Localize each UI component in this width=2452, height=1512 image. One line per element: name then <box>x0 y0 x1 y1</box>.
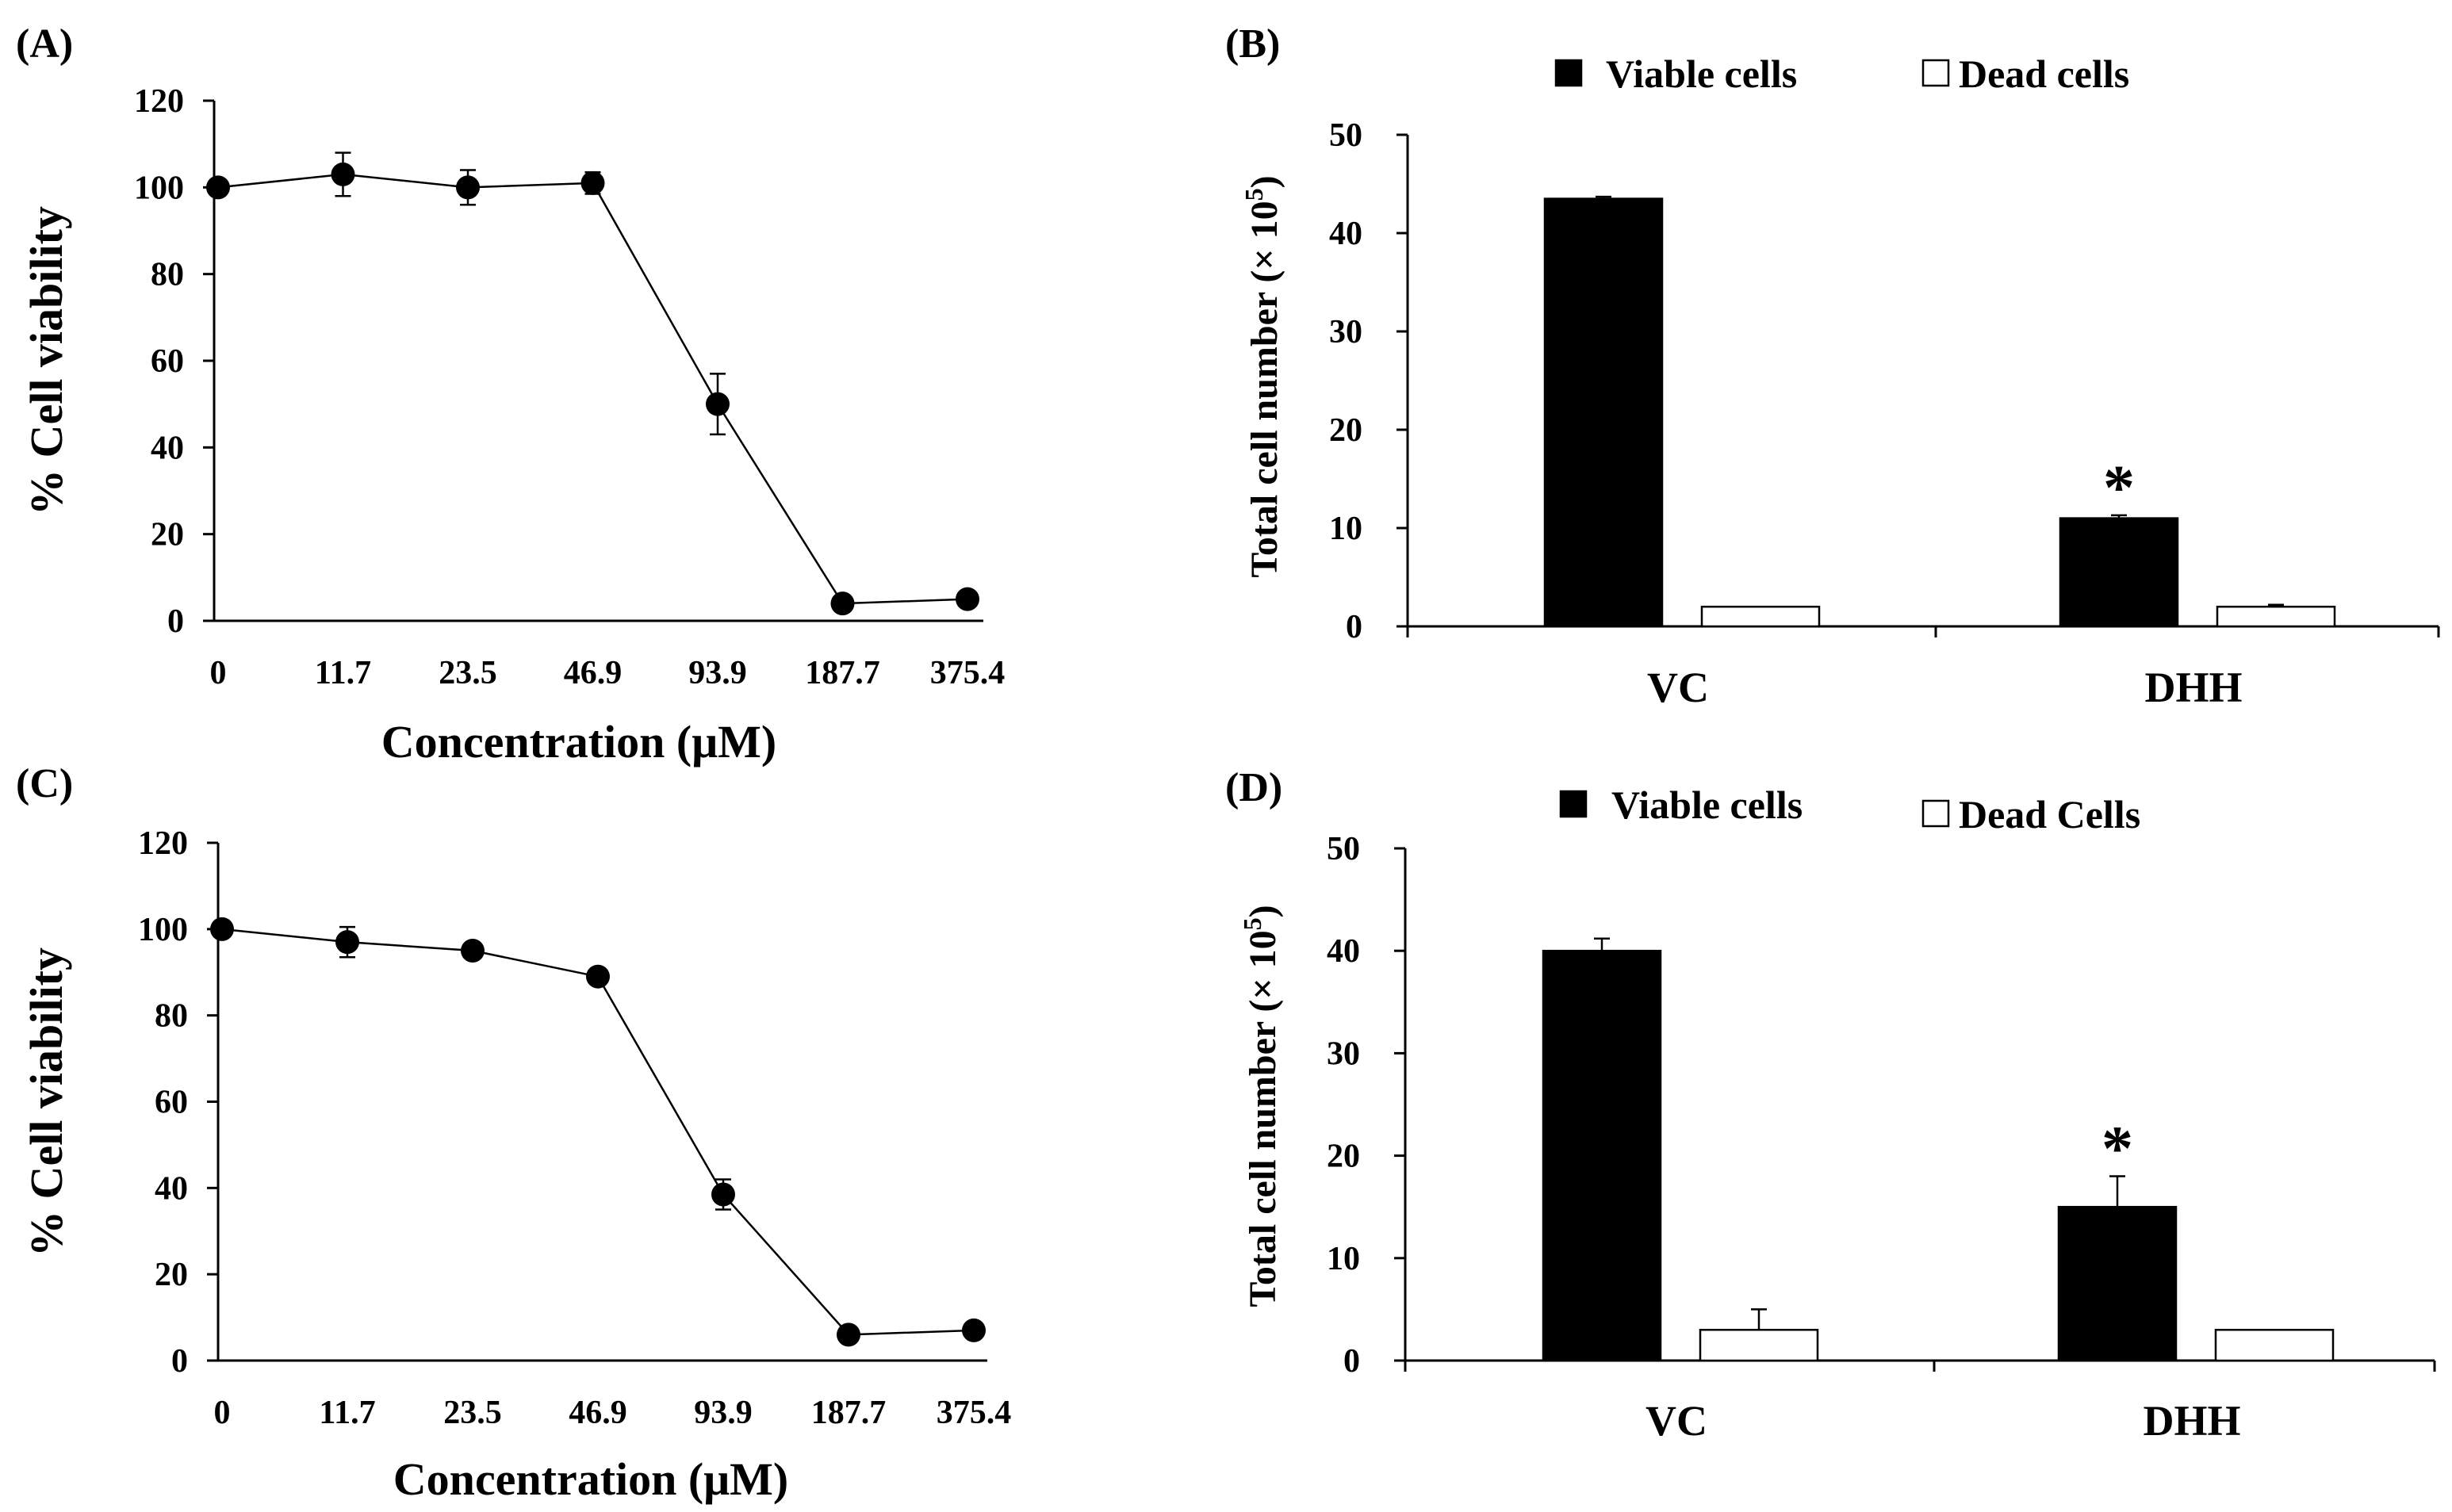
panel-c-label: (C) <box>16 761 73 806</box>
panel-a-x-tick-label: 11.7 <box>315 655 371 691</box>
panel-a-data-point <box>956 587 979 611</box>
panel-a-y-tick-label: 80 <box>151 257 184 293</box>
panel-c-x-tick-label: 187.7 <box>811 1395 887 1431</box>
panel-a-data-point <box>331 162 355 186</box>
panel-a-y-tick-label: 20 <box>151 517 184 553</box>
panel-a-data-point <box>206 175 230 200</box>
panel-d-bar-dead-vc <box>1699 1328 1819 1362</box>
panel-c-data-point <box>586 964 610 989</box>
panel-a-x-tick-label: 187.7 <box>805 655 880 691</box>
panel-c-x-tick-label: 11.7 <box>319 1395 375 1431</box>
panel-c-y-tick-label: 0 <box>171 1343 188 1380</box>
panel-a-x-tick-label: 46.9 <box>564 655 623 691</box>
panel-c-data-point <box>837 1323 860 1347</box>
panel-c-y-tick-label: 120 <box>138 825 188 862</box>
panel-a-y-tick-label: 60 <box>151 343 184 380</box>
panel-d-y-axis-title-exponent: 5 <box>1238 917 1266 930</box>
panel-c-y-tick-label: 40 <box>155 1170 188 1207</box>
panel-b-y-tick-label: 20 <box>1329 412 1362 449</box>
panel-c-data-point <box>711 1182 735 1207</box>
panel-b-y-tick-label: 0 <box>1346 609 1362 645</box>
panel-a-series-line <box>217 173 968 605</box>
panel-a-y-tick-label: 120 <box>134 83 184 120</box>
panel-b-legend-swatch-dead <box>1921 59 1950 87</box>
panel-c-x-tick-label: 93.9 <box>694 1395 753 1431</box>
panel-a-line-chart: (A) 0 20 40 60 80 100 120 0 11.7 23.5 46.9 93.9 187.7… <box>16 21 1005 767</box>
panel-d-bar-dead-dhh <box>2214 1328 2335 1362</box>
panel-b-label: (B) <box>1225 21 1280 67</box>
panel-d-y-tick-label: 20 <box>1327 1139 1360 1175</box>
panel-d-legend-label-dead: Dead Cells <box>1959 792 2140 836</box>
panel-c-line-chart: (C) 0 20 40 60 80 100 120 0 11.7 23.5 46.9 93.9 187.7… <box>16 761 1011 1505</box>
panel-b-bar-dead-dhh <box>2216 605 2336 628</box>
panel-b-y-axis-title-close: ) <box>1243 175 1285 188</box>
panel-b-category-label: DHH <box>2144 664 2242 711</box>
panel-c-y-axis-title: % Cell viability <box>21 947 72 1257</box>
panel-a-x-axis-title: Concentration (μM) <box>381 716 776 767</box>
panel-a-x-tick-label: 375.4 <box>930 655 1006 691</box>
panel-c-x-tick-label: 23.5 <box>443 1395 502 1431</box>
panel-a-y-tick-label: 0 <box>167 603 184 640</box>
panel-d-bar-chart: (D) 0 10 20 30 40 50 VC DHH * Viable cells Dead Cel… <box>1225 765 2436 1445</box>
panel-a-data-point <box>456 175 480 200</box>
panel-b-bar-viable-dhh <box>2059 517 2179 628</box>
panel-c-x-tick-label: 375.4 <box>937 1395 1012 1431</box>
panel-c-data-point <box>461 939 485 963</box>
panel-d-category-label: DHH <box>2143 1397 2240 1445</box>
panel-d-y-tick-label: 0 <box>1343 1343 1360 1380</box>
panel-b-bar-chart: (B) 0 10 20 30 40 50 VC DHH * Viable cells Dead cel… <box>1225 21 2440 711</box>
panel-a-x-tick-label: 93.9 <box>688 655 747 691</box>
panel-b-y-tick-label: 10 <box>1329 511 1362 547</box>
panel-d-legend-swatch-viable <box>1559 790 1588 818</box>
panel-d-legend-label-viable: Viable cells <box>1611 783 1803 827</box>
panel-b-legend-label-dead: Dead cells <box>1959 52 2129 96</box>
panel-d-y-tick-label: 30 <box>1327 1035 1360 1072</box>
panel-a-x-tick-label: 23.5 <box>439 655 497 691</box>
panel-d-bar-viable-dhh <box>2057 1205 2178 1362</box>
panel-d-y-tick-label: 50 <box>1327 831 1360 867</box>
panel-d-y-tick-label: 10 <box>1327 1241 1360 1277</box>
panel-c-x-tick-label: 46.9 <box>569 1395 627 1431</box>
panel-a-data-point <box>830 591 855 616</box>
panel-b-y-axis-title: Total cell number (× 105) <box>1239 175 1285 577</box>
panel-c-y-tick-label: 20 <box>155 1257 188 1293</box>
panel-a-data-point <box>706 392 730 416</box>
panel-c-x-tick-label: 0 <box>214 1395 231 1431</box>
panel-d-y-axis-title-close: ) <box>1242 905 1284 917</box>
panel-b-bar-dead-vc <box>1700 605 1821 628</box>
panel-d-significance-star: * <box>2101 1114 2133 1184</box>
panel-d-y-axis-title-main: Total cell number (× 10 <box>1242 930 1284 1307</box>
panel-a-y-tick-label: 100 <box>134 170 184 206</box>
panel-c-data-point <box>210 917 234 941</box>
panel-b-bar-viable-vc <box>1543 197 1664 628</box>
panel-b-y-tick-label: 40 <box>1329 216 1362 252</box>
panel-a-y-tick-label: 40 <box>151 430 184 466</box>
panel-d-label: (D) <box>1225 765 1282 810</box>
panel-b-legend-swatch-viable <box>1554 59 1583 87</box>
panel-c-x-axis-title: Concentration (μM) <box>393 1453 788 1505</box>
panel-a-x-tick-label: 0 <box>210 655 227 691</box>
panel-b-significance-star: * <box>2103 454 2135 523</box>
panel-b-y-axis-title-main: Total cell number (× 10 <box>1243 201 1285 577</box>
panel-d-y-axis-title: Total cell number (× 105) <box>1238 905 1284 1307</box>
panel-c-series-line <box>221 928 975 1336</box>
panel-d-y-tick-label: 40 <box>1327 933 1360 970</box>
panel-a-data-point <box>580 170 605 195</box>
panel-b-y-tick-label: 30 <box>1329 314 1362 350</box>
panel-a-y-axis-title: % Cell viability <box>21 206 72 515</box>
panel-d-legend-swatch-dead <box>1921 799 1950 828</box>
panel-b-legend-label-viable: Viable cells <box>1606 52 1797 96</box>
panel-c-y-tick-label: 60 <box>155 1085 188 1121</box>
panel-a-label: (A) <box>16 21 73 67</box>
panel-b-category-label: VC <box>1647 664 1709 711</box>
panel-b-y-tick-label: 50 <box>1329 117 1362 154</box>
panel-d-category-label: VC <box>1646 1397 1707 1445</box>
panel-b-y-axis-title-exponent: 5 <box>1239 188 1268 201</box>
panel-c-data-point <box>962 1318 986 1342</box>
panel-d-bar-viable-vc <box>1542 949 1662 1362</box>
panel-c-y-tick-label: 100 <box>138 912 188 948</box>
panel-c-data-point <box>335 930 359 955</box>
panel-c-y-tick-label: 80 <box>155 998 188 1035</box>
